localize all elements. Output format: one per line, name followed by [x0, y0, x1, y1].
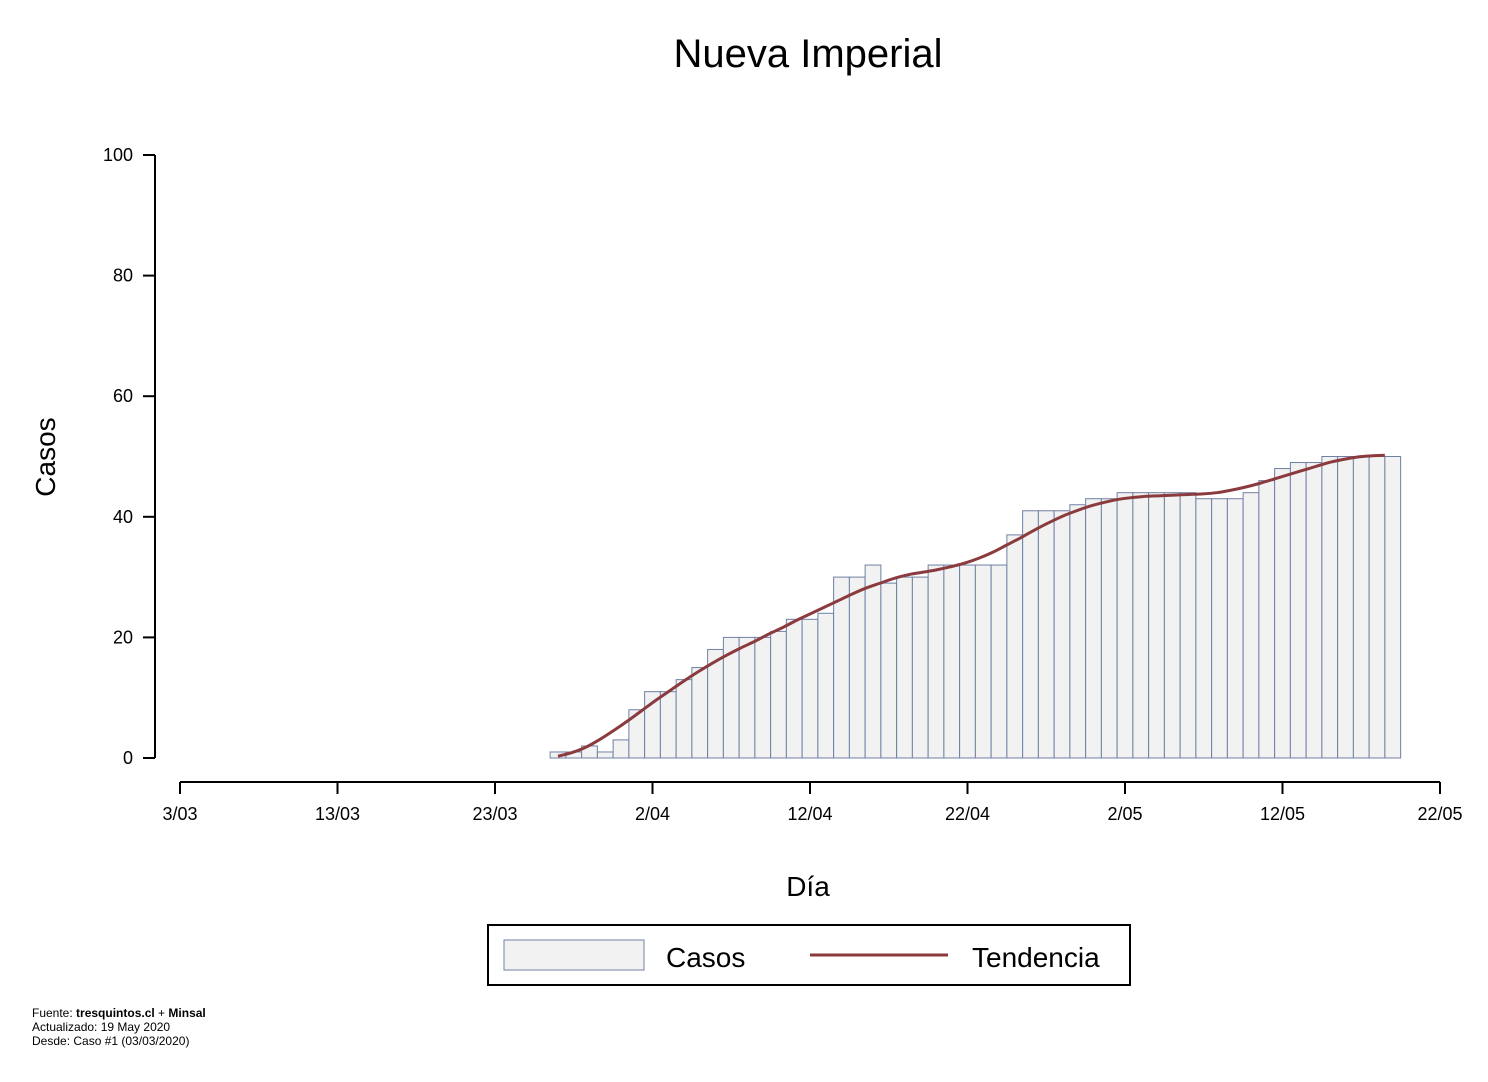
- bar: [1337, 456, 1354, 759]
- bar: [1195, 498, 1213, 759]
- bar: [1100, 498, 1118, 759]
- x-tick-label: 12/04: [787, 804, 832, 824]
- y-tick-label: 80: [113, 266, 133, 286]
- bar: [612, 739, 630, 759]
- bar: [691, 667, 709, 759]
- bar: [659, 691, 677, 759]
- bar: [738, 636, 756, 759]
- x-tick-label: 22/04: [945, 804, 990, 824]
- x-axis-title: Día: [786, 871, 830, 902]
- bar: [1053, 510, 1071, 759]
- bar: [785, 618, 803, 759]
- x-tick-label: 2/05: [1107, 804, 1142, 824]
- legend-casos-label: Casos: [666, 942, 745, 973]
- bar: [1274, 468, 1291, 759]
- bar: [1226, 498, 1244, 759]
- bar: [801, 618, 819, 759]
- x-axis: 3/03 13/03 23/03 2/04 12/04 22/04 2/05 12/05 22/…: [162, 781, 1463, 824]
- bar: [754, 636, 772, 759]
- bar: [911, 576, 929, 759]
- y-axis-title: Casos: [30, 417, 61, 496]
- bar: [1132, 492, 1150, 759]
- bar: [1022, 510, 1039, 759]
- bar: [596, 751, 614, 759]
- bar: [848, 576, 866, 759]
- bar: [1085, 498, 1102, 759]
- trend-line: [557, 453, 1385, 758]
- bar: [1211, 498, 1228, 759]
- y-tick-label: 60: [113, 386, 133, 406]
- bar: [1289, 462, 1307, 759]
- y-tick-label: 40: [113, 507, 133, 527]
- bar: [1352, 456, 1370, 759]
- legend-tendencia-label: Tendencia: [972, 942, 1100, 973]
- y-axis: 0 20 40 60 80 100: [103, 145, 156, 768]
- bar: [675, 679, 693, 759]
- y-tick-label: 100: [103, 145, 133, 165]
- y-tick-label: 20: [113, 627, 133, 647]
- bar: [990, 564, 1008, 759]
- bar: [1116, 492, 1134, 759]
- bar: [1037, 510, 1055, 759]
- footer-source: Fuente: tresquintos.cl + Minsal: [32, 1006, 206, 1020]
- x-tick-label: 23/03: [472, 804, 517, 824]
- footer-site: tresquintos.cl: [76, 1006, 155, 1020]
- bar: [1368, 456, 1386, 759]
- footer-org: Minsal: [168, 1006, 206, 1020]
- y-tick-label: 0: [123, 748, 133, 768]
- bar: [770, 630, 787, 759]
- legend: Casos Tendencia: [487, 924, 1131, 986]
- bars-group: [549, 456, 1402, 759]
- bar: [959, 564, 976, 759]
- bar: [1384, 456, 1402, 759]
- bar: [1148, 492, 1165, 759]
- bar: [864, 564, 882, 759]
- x-tick-label: 12/05: [1260, 804, 1305, 824]
- x-tick-label: 13/03: [315, 804, 360, 824]
- bar: [896, 576, 913, 759]
- x-tick-label: 22/05: [1417, 804, 1462, 824]
- bar: [880, 582, 898, 759]
- bar: [833, 576, 850, 759]
- bar: [943, 564, 961, 759]
- footer-since: Desde: Caso #1 (03/03/2020): [32, 1034, 190, 1048]
- bar: [1242, 492, 1260, 759]
- bar: [1069, 504, 1087, 759]
- bar: [1258, 480, 1276, 759]
- bar: [1321, 456, 1339, 759]
- bar: [1163, 492, 1181, 759]
- legend-casos-swatch: [503, 939, 645, 971]
- bar: [1305, 462, 1323, 759]
- footer: Fuente: tresquintos.cl + Minsal Actualiz…: [32, 1006, 206, 1048]
- footer-updated: Actualizado: 19 May 2020: [32, 1020, 171, 1034]
- bar: [1006, 534, 1024, 759]
- x-tick-label: 2/04: [635, 804, 670, 824]
- bar: [1179, 492, 1197, 759]
- bar: [974, 564, 992, 759]
- bar: [927, 564, 945, 759]
- chart-title: Nueva Imperial: [673, 32, 942, 76]
- x-tick-label: 3/03: [162, 804, 197, 824]
- bar: [817, 612, 835, 759]
